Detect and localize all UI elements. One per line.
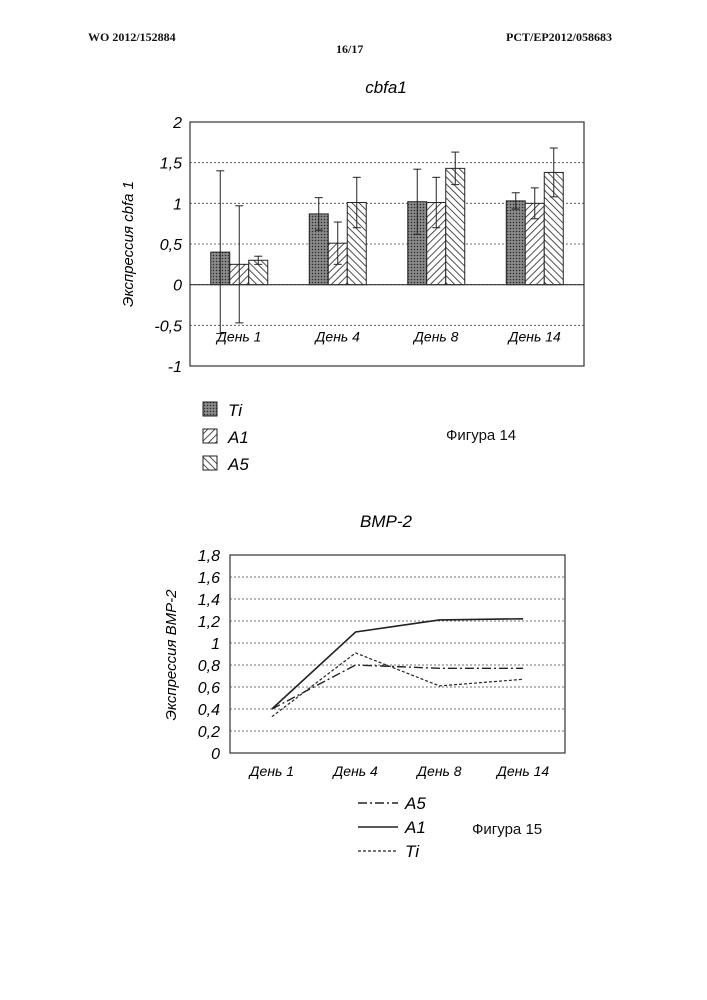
x-tick-label: День 1 [215, 329, 261, 345]
y-tick-label: 0,8 [198, 658, 220, 675]
y-tick-label: -0,5 [154, 318, 182, 335]
bar-A5-3 [446, 168, 465, 284]
legend-swatch-A5 [203, 456, 217, 470]
y-tick-label: 1 [173, 196, 182, 213]
y-tick-label: 0,4 [198, 702, 220, 719]
y-tick-label: 1,5 [160, 156, 182, 173]
legend-label-A1: A1 [404, 818, 426, 837]
x-tick-label: День 4 [331, 763, 378, 779]
x-tick-label: День 4 [314, 329, 361, 345]
y-tick-label: 0,2 [198, 724, 220, 741]
x-tick-label: День 8 [415, 763, 462, 779]
legend-label-Ti: Ti [405, 842, 420, 861]
series-line-Ti [272, 653, 523, 717]
series-line-A5 [272, 665, 523, 709]
x-tick-label: День 14 [495, 763, 549, 779]
legend-label-A5: A5 [227, 455, 249, 474]
plot-area-frame [230, 555, 565, 753]
chart-title: cbfa1 [365, 78, 407, 97]
y-tick-label: 1,6 [198, 570, 220, 587]
bmp2-line-chart: BMP-2 Экспрессия BMP-2 0 0,2 0,4 0,6 0,8 1 1,2… [163, 512, 565, 861]
y-tick-label: 1 [211, 636, 220, 653]
y-tick-label: -1 [168, 359, 182, 376]
y-tick-label: 1,8 [198, 548, 220, 565]
y-tick-label: 2 [172, 115, 182, 132]
x-tick-label: День 14 [507, 329, 561, 345]
y-tick-label: 1,2 [198, 614, 220, 631]
series-line-A1 [272, 619, 523, 709]
legend-swatch-A1 [203, 429, 217, 443]
legend-label-Ti: Ti [228, 401, 243, 420]
y-tick-label: 0 [211, 746, 220, 763]
y-tick-label: 1,4 [198, 592, 220, 609]
figure-14-caption: Фигура 14 [446, 427, 516, 444]
legend-label-A1: A1 [227, 428, 249, 447]
y-axis-label: Экспрессия BMP-2 [163, 589, 180, 721]
figure-15-caption: Фигура 15 [472, 821, 542, 838]
x-tick-label: День 1 [248, 763, 294, 779]
y-tick-label: 0,6 [198, 680, 220, 697]
y-tick-label: 0,5 [160, 237, 182, 254]
y-axis-label: Экспрессия cbfa 1 [120, 181, 137, 307]
y-tick-label: 0 [173, 278, 182, 295]
legend-label-A5: A5 [404, 794, 426, 813]
legend-swatch-Ti [203, 402, 217, 416]
chart-title: BMP-2 [360, 512, 413, 531]
x-tick-label: День 8 [412, 329, 459, 345]
bar-Ti-4 [506, 201, 525, 285]
cbfa1-bar-chart: cbfa1 Экспрессия cbfa 1 -1-0,500,511,52 … [120, 78, 584, 474]
